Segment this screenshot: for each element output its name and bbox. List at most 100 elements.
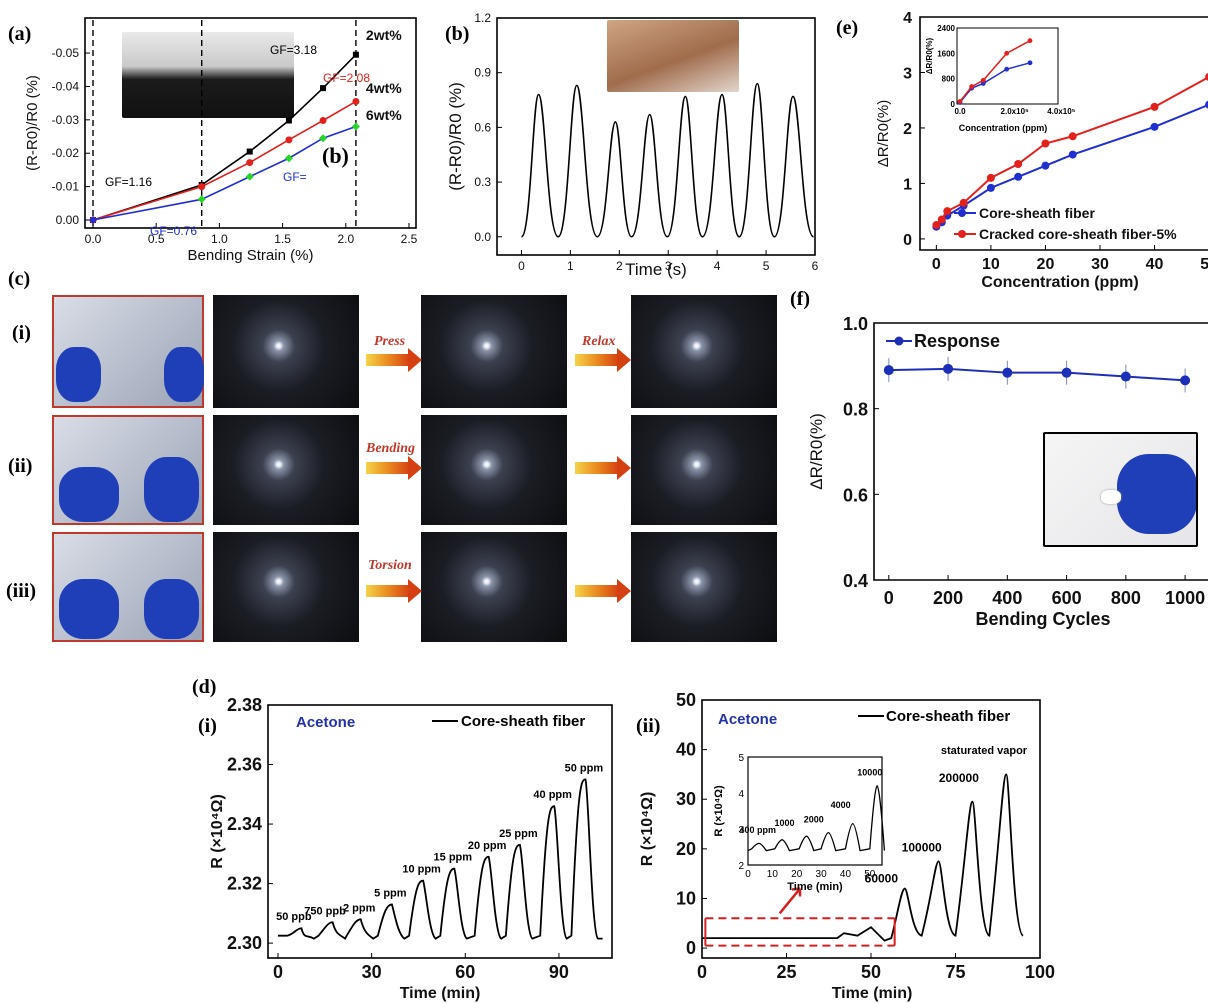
plot-a-xtick-label: 2.0 <box>337 232 354 246</box>
plot-e-series-line <box>935 76 1208 226</box>
plot-a-point <box>319 117 327 125</box>
plot-e-frame <box>919 16 1208 251</box>
plot-a-xtick-label: 0.5 <box>148 232 165 246</box>
arrow-press <box>366 348 422 372</box>
plot-d-ii-inset-label: 2000 <box>804 814 824 824</box>
plot-a-annotation: GF=2.08 <box>323 71 370 85</box>
plot-e-point <box>1014 172 1023 181</box>
led-photo-i-3 <box>631 295 777 408</box>
plot-e-xtick-label: 10 <box>982 256 1000 273</box>
arrow-bending <box>366 456 422 480</box>
plot-f-point <box>1180 375 1191 386</box>
plot-d-ii-inset-label: 4000 <box>831 800 851 810</box>
plot-f-ytick-label: 0.6 <box>843 485 868 505</box>
plot-a-xtick-label: 1.0 <box>211 232 228 246</box>
plot-d-ii-xtick-label: 50 <box>861 962 881 982</box>
plot-b-xlabel: Time (s) <box>625 260 687 279</box>
plot-f-point <box>1002 367 1013 378</box>
plot-e-point <box>1041 139 1050 148</box>
panel-label-d: (d) <box>192 676 216 698</box>
inset-photo-wrist <box>607 20 739 92</box>
plot-d-i-ytick-label: 2.38 <box>227 695 262 715</box>
plot-d-ii-ytick-label: 40 <box>676 740 696 760</box>
panel-label-b: (b) <box>445 23 469 45</box>
plot-a-point <box>245 172 254 181</box>
subpanel-label-d-i: (i) <box>198 715 217 737</box>
plot-e-legend-marker <box>958 230 966 238</box>
photo-bending-setup <box>52 415 204 525</box>
plot-e-ytick-label: 4 <box>903 10 912 27</box>
plot-d-ii-ytick-label: 30 <box>676 789 696 809</box>
plot-e-inset-point <box>1004 50 1010 56</box>
plot-f-xtick-label: 400 <box>992 588 1022 608</box>
plot-a-ytick-label: -0.02 <box>52 146 80 160</box>
plot-f-legend-marker <box>894 336 904 346</box>
photo-torsion-setup <box>52 532 204 642</box>
plot-d-ii-xtick-label: 100 <box>1025 962 1055 982</box>
plot-d-ii-ytick-label: 20 <box>676 839 696 859</box>
plot-d-ii-inset-xtick-label: 10 <box>767 869 779 880</box>
plot-a-xtick-label: 1.5 <box>274 232 291 246</box>
arrow-torsion-2 <box>575 579 631 603</box>
plot-a-series-line <box>92 54 357 221</box>
plot-a-point <box>284 154 293 163</box>
plot-a-series-line <box>92 100 357 221</box>
plot-a-point <box>285 136 293 144</box>
plot-a-point <box>320 85 327 92</box>
led-photo-iii-2 <box>421 532 567 642</box>
plot-d-ii-ylabel: R (×10⁴Ω) <box>639 792 656 867</box>
plot-e-inset-point <box>969 84 975 89</box>
plot-e-point <box>986 173 995 182</box>
plot-f-series-line <box>888 367 1186 382</box>
plot-d-ii-inset-ytick-label: 3 <box>738 825 744 836</box>
plot-e-legend-label: Core-sheath fiber <box>979 205 1095 221</box>
plot-a-legend-label: 6wt% <box>366 107 402 123</box>
plot-b-xtick-label: 6 <box>812 259 819 273</box>
panel-label-b-inset: (b) <box>322 143 349 168</box>
row-label-iii: (iii) <box>6 580 36 602</box>
plot-b-ytick-label: 1.2 <box>474 11 491 25</box>
plot-d-ii-tag: Acetone <box>718 711 777 728</box>
plot-d-i-ytick-label: 2.32 <box>227 874 262 894</box>
plot-e-inset-ytick-label: 1600 <box>937 49 955 58</box>
led-photo-ii-1 <box>213 415 359 525</box>
plot-a-ytick-label: -0.04 <box>52 79 80 93</box>
plot-e-inset-point <box>980 77 986 83</box>
plot-e-inset-xtick-label: 2.0x10⁵ <box>1001 107 1029 116</box>
plot-e-point <box>932 221 941 230</box>
plot-a-frame <box>84 17 417 229</box>
plot-e-xtick-label: 30 <box>1091 256 1109 273</box>
plot-d-ii-zoom-arrow <box>778 887 802 915</box>
plot-a-point <box>352 97 360 105</box>
plot-e-inset-xtick-label: 0.0 <box>954 107 966 116</box>
plot-d-ii-inset-ytick-label: 2 <box>738 861 744 872</box>
plot-a-ylabel: (R-R0)/R0 (%) <box>24 75 41 171</box>
plot-d-ii-peak-label: 200000 <box>939 771 979 785</box>
plot-e-point <box>959 198 968 207</box>
plot-e-inset-point <box>1027 38 1033 44</box>
subpanel-label-d-ii: (ii) <box>636 715 660 737</box>
plot-e-point <box>1068 132 1077 141</box>
plot-e-xlabel: Concentration (ppm) <box>981 274 1138 291</box>
plot-a-series-line <box>92 125 357 221</box>
plot-a-point <box>198 183 206 191</box>
led-photo-i-2 <box>421 295 567 408</box>
plot-d-ii-xtick-label: 75 <box>945 962 965 982</box>
arrow-label-press: Press <box>374 334 406 349</box>
plot-d-i-peak-label: 25 ppm <box>499 828 538 840</box>
plot-f-point <box>1061 367 1072 378</box>
plot-f-ytick-label: 0.8 <box>843 400 868 420</box>
plot-e-xtick-label: 0 <box>932 256 941 273</box>
plot-a-point <box>89 216 97 224</box>
plot-f-point <box>943 363 954 374</box>
plot-a-xtick-label: 0.0 <box>85 232 102 246</box>
arrow-relax <box>575 348 631 372</box>
plot-b-ylabel: (R-R0)/R0 (%) <box>446 82 465 191</box>
led-photo-iii-1 <box>213 532 359 642</box>
plot-d-ii-inset-xtick-label: 0 <box>745 869 751 880</box>
plot-d-ii-inset-xtick-label: 30 <box>816 869 828 880</box>
plot-d-ii-note: staturated vapor <box>941 745 1028 757</box>
plot-e-point <box>1205 73 1208 81</box>
plot-d-i-xtick-label: 60 <box>455 962 475 982</box>
